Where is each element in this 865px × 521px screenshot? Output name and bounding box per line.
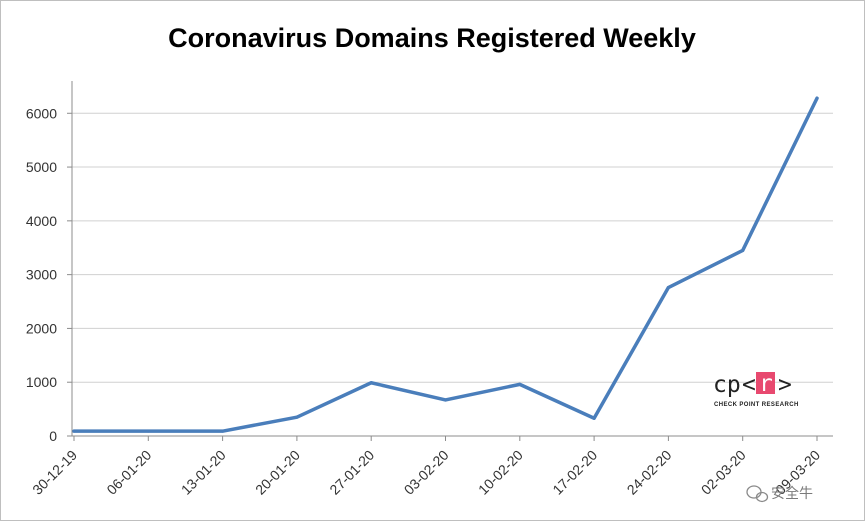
data-point: [221, 429, 225, 433]
data-point: [592, 416, 596, 420]
data-point: [295, 415, 299, 419]
y-tick-label: 0: [49, 428, 57, 444]
x-tick-label: 02-03-20: [698, 447, 749, 498]
data-point: [666, 286, 670, 290]
x-tick-label: 03-02-20: [401, 447, 452, 498]
x-tick-label: 17-02-20: [549, 447, 600, 498]
gridlines: [72, 112, 833, 383]
x-tick-label: 13-01-20: [178, 447, 229, 498]
x-tick-label: 20-01-20: [252, 447, 303, 498]
watermark-text: 安全牛: [771, 485, 813, 502]
y-tick-label: 5000: [26, 159, 57, 175]
data-point: [444, 398, 447, 402]
logo-close-bracket: >: [778, 372, 792, 398]
wechat-icon: [746, 485, 769, 503]
logo-subtitle: CHECK POINT RESEARCH: [714, 402, 799, 408]
data-point: [72, 429, 76, 433]
data-point: [146, 429, 150, 433]
watermark: 安全牛: [746, 485, 813, 503]
y-tick-label: 4000: [26, 213, 57, 229]
y-tick-label: 6000: [26, 105, 57, 121]
x-tick-label: 27-01-20: [326, 447, 377, 498]
x-tick-label: 30-12-19: [29, 447, 80, 498]
check-point-research-logo: cp < r > CHECK POINT RESEARCH: [713, 371, 799, 408]
data-point: [369, 381, 373, 385]
tick-labels: 0 1000 2000 3000 4000 5000 6000 30-12-19 06-01-2…: [26, 105, 823, 497]
axes: [67, 81, 833, 441]
logo-r-box: [756, 372, 775, 394]
chart-title: Coronavirus Domains Registered Weekly: [168, 23, 696, 53]
series-group: [72, 96, 819, 433]
data-point: [815, 96, 819, 100]
x-tick-label: 06-01-20: [103, 447, 154, 498]
y-tick-label: 1000: [26, 374, 57, 390]
x-tick-label: 24-02-20: [624, 447, 675, 498]
y-tick-label: 3000: [26, 267, 57, 283]
data-point: [741, 248, 745, 252]
x-tick-label: 10-02-20: [475, 447, 526, 498]
data-point: [518, 382, 522, 386]
logo-open-bracket: <: [742, 372, 756, 398]
y-tick-label: 2000: [26, 320, 57, 336]
series-line: [72, 96, 819, 433]
logo-r-letter: r: [759, 371, 773, 397]
logo-cp-text: cp: [713, 372, 741, 398]
